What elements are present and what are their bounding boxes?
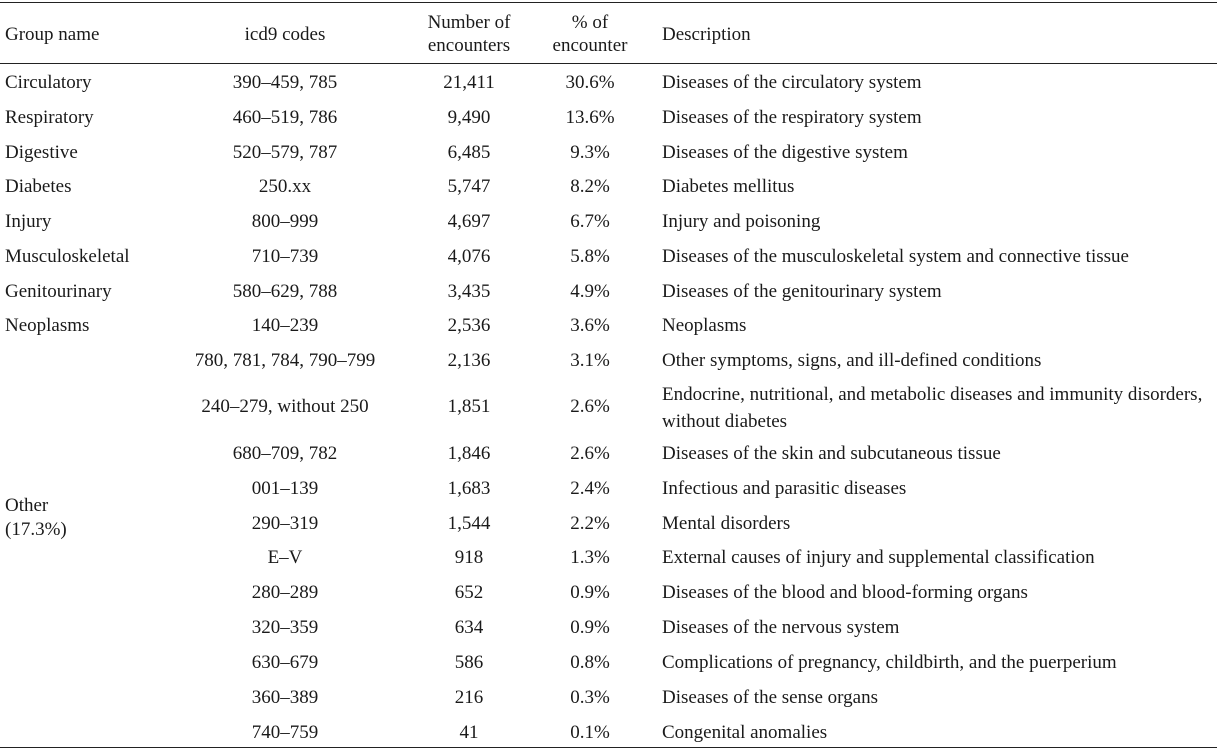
row-encounter-percent: 0.1% [570,722,610,743]
row-encounter-percent: 2.4% [570,478,610,499]
row-encounter-percent: 2.6% [570,443,610,464]
row-encounter-count: 1,683 [447,478,491,499]
row-encounter-percent: 0.3% [570,687,610,708]
other-group-label: Other (17.3%) [5,495,67,540]
row-description: Complications of pregnancy, childbirth, … [662,652,1117,673]
row-description: Injury and poisoning [662,211,821,232]
row-icd9-codes: 580–629, 788 [232,281,338,302]
row-description: Diseases of the skin and subcutaneous ti… [662,443,1001,464]
table-top-rule [0,2,1217,3]
row-encounter-percent: 13.6% [565,107,615,128]
row-icd9-codes: 710–739 [251,246,319,267]
row-encounter-percent: 6.7% [570,211,610,232]
row-icd9-codes: 780, 781, 784, 790–799 [194,350,376,371]
row-description: Diseases of the genitourinary system [662,281,942,302]
row-description: Diabetes mellitus [662,176,795,197]
row-icd9-codes: 390–459, 785 [232,72,338,93]
row-group-name: Respiratory [5,107,94,128]
row-group-name: Injury [5,211,52,232]
table-bottom-rule [0,747,1217,748]
row-encounter-percent: 5.8% [570,246,610,267]
row-encounter-count: 9,490 [447,107,491,128]
row-icd9-codes: 630–679 [251,652,319,673]
row-encounter-count: 4,076 [447,246,491,267]
row-encounter-percent: 9.3% [570,142,610,163]
row-icd9-codes: 140–239 [251,315,319,336]
row-encounter-count: 5,747 [447,176,491,197]
row-icd9-codes: 800–999 [251,211,319,232]
row-group-name: Musculoskeletal [5,246,130,267]
row-description: Diseases of the digestive system [662,142,908,163]
header-number-of-encounters: Number of encounters [427,12,511,56]
row-description: Diseases of the musculoskeletal system a… [662,246,1129,267]
header-description: Description [662,23,751,45]
row-icd9-codes: 250.xx [258,176,312,197]
row-encounter-percent: 0.9% [570,617,610,638]
row-description: Diseases of the sense organs [662,687,878,708]
row-encounter-percent: 1.3% [570,547,610,568]
header-percent-of-encounter: % of encounter [552,12,628,56]
row-group-name: Digestive [5,142,78,163]
row-icd9-codes: 680–709, 782 [232,443,338,464]
row-icd9-codes: 460–519, 786 [232,107,338,128]
row-encounter-count: 918 [454,547,484,568]
row-encounter-count: 652 [454,582,484,603]
row-encounter-count: 1,846 [447,443,491,464]
row-description: Mental disorders [662,513,791,534]
row-encounter-count: 586 [454,652,484,673]
row-encounter-count: 1,851 [447,396,491,417]
row-icd9-codes: E–V [267,547,303,568]
row-icd9-codes: 520–579, 787 [232,142,338,163]
row-description: Diseases of the blood and blood-forming … [662,582,1028,603]
row-icd9-codes: 240–279, without 250 [201,396,369,417]
row-icd9-codes: 320–359 [251,617,319,638]
row-icd9-codes: 001–139 [251,478,319,499]
row-description: Neoplasms [662,315,747,336]
row-encounter-percent: 3.1% [570,350,610,371]
row-encounter-percent: 0.9% [570,582,610,603]
row-description: Other symptoms, signs, and ill-defined c… [662,350,1042,371]
row-encounter-percent: 0.8% [570,652,610,673]
header-icd9-codes: icd9 codes [244,23,326,45]
row-description: External causes of injury and supplement… [662,547,1095,568]
row-encounter-count: 41 [459,722,479,743]
row-description: Infectious and parasitic diseases [662,478,907,499]
row-encounter-percent: 3.6% [570,315,610,336]
row-encounter-percent: 30.6% [565,72,615,93]
row-icd9-codes: 280–289 [251,582,319,603]
row-description: Endocrine, nutritional, and metabolic di… [662,384,1203,432]
row-encounter-count: 2,536 [447,315,491,336]
row-encounter-count: 216 [454,687,484,708]
row-encounter-count: 2,136 [447,350,491,371]
header-rule [0,63,1217,64]
row-group-name: Genitourinary [5,281,112,302]
row-description: Congenital anomalies [662,722,828,743]
row-encounter-percent: 2.2% [570,513,610,534]
row-encounter-count: 3,435 [447,281,491,302]
row-icd9-codes: 740–759 [251,722,319,743]
row-encounter-count: 634 [454,617,484,638]
row-group-name: Circulatory [5,72,92,93]
row-encounter-count: 1,544 [447,513,491,534]
row-description: Diseases of the respiratory system [662,107,922,128]
row-description: Diseases of the circulatory system [662,72,922,93]
row-encounter-percent: 8.2% [570,176,610,197]
row-description: Diseases of the nervous system [662,617,900,638]
row-encounter-count: 4,697 [447,211,491,232]
row-encounter-count: 21,411 [443,72,495,93]
row-group-name: Neoplasms [5,315,90,336]
row-icd9-codes: 290–319 [251,513,319,534]
row-encounter-percent: 2.6% [570,396,610,417]
row-group-name: Diabetes [5,176,72,197]
row-icd9-codes: 360–389 [251,687,319,708]
row-encounter-count: 6,485 [447,142,491,163]
header-group-name: Group name [5,23,100,45]
row-encounter-percent: 4.9% [570,281,610,302]
